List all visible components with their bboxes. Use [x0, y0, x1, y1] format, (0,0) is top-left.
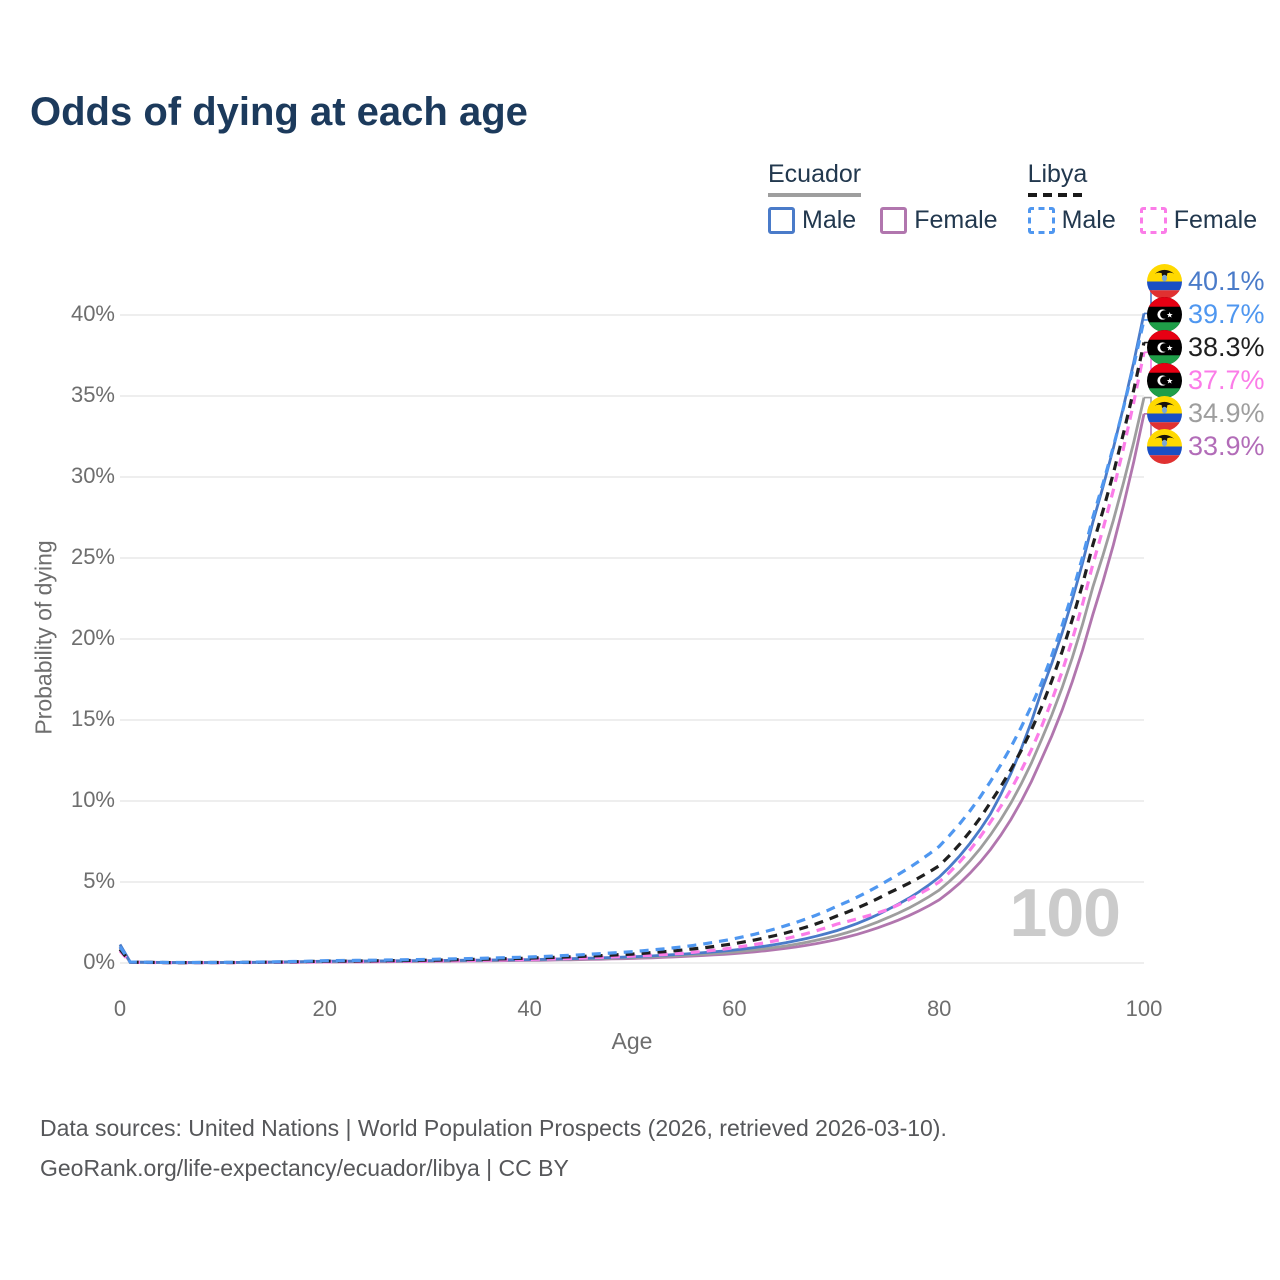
footer-attribution: GeoRank.org/life-expectancy/ecuador/liby… — [40, 1155, 569, 1181]
end-label-libya-female: 37.7% — [1147, 363, 1265, 398]
ecuador-flag-icon — [1147, 429, 1182, 464]
legend-item-label: Male — [802, 206, 857, 234]
y-tick-label: 40% — [70, 301, 115, 326]
legend-item-ecuador-male[interactable]: Male — [768, 206, 856, 235]
legend-items-row: Male Female — [1027, 206, 1258, 235]
y-tick-label: 15% — [70, 706, 115, 731]
legend-items-row: Male Female — [768, 206, 998, 235]
libya-flag-icon — [1147, 330, 1182, 365]
legend-swatch-icon — [1027, 207, 1055, 234]
ecuador-flag-icon — [1147, 396, 1182, 431]
y-tick-label: 10% — [70, 787, 115, 812]
x-tick-label: 20 — [312, 996, 338, 1021]
legend-swatch-icon — [1139, 207, 1167, 234]
series-line-libya-male — [118, 319, 1146, 965]
legend-country-label: Ecuador — [768, 160, 862, 188]
end-label-value: 39.7% — [1188, 299, 1265, 329]
x-tick-label: 0 — [113, 996, 127, 1021]
series-line-ecuador-male — [118, 313, 1146, 964]
x-tick-label: 40 — [517, 996, 542, 1021]
x-tick-label: 100 — [1125, 996, 1163, 1021]
series-line-libya-female — [118, 351, 1146, 965]
legend-country-label: Libya — [1027, 160, 1088, 188]
end-label-value: 38.3% — [1188, 332, 1265, 362]
end-label-ecuador-both: 34.9% — [1147, 396, 1265, 431]
footer: Data sources: United Nations | World Pop… — [40, 1108, 947, 1188]
legend-group-ecuador: Ecuador Male Female — [768, 160, 998, 235]
x-tick-label: 60 — [722, 996, 747, 1021]
legend-item-label: Female — [914, 206, 998, 234]
y-tick-label: 35% — [70, 382, 115, 407]
legend-country-linestyle-sample — [768, 193, 862, 197]
libya-flag-icon — [1147, 363, 1182, 398]
hover-age-watermark: 100 — [1009, 875, 1121, 951]
end-label-value: 34.9% — [1188, 398, 1265, 428]
footer-data-sources: Data sources: United Nations | World Pop… — [40, 1115, 947, 1141]
libya-flag-icon — [1147, 297, 1182, 332]
legend-item-label: Male — [1061, 206, 1116, 234]
x-axis-title: Age — [611, 1028, 653, 1054]
legend-item-label: Female — [1173, 206, 1258, 234]
legend-item-ecuador-female[interactable]: Female — [880, 206, 998, 235]
y-tick-label: 20% — [70, 625, 115, 650]
legend-country-ecuador[interactable]: Ecuador — [768, 160, 862, 197]
legend-swatch-icon — [880, 207, 908, 234]
y-tick-label: 5% — [83, 868, 115, 893]
end-label-libya-male: 39.7% — [1147, 297, 1265, 332]
legend-item-libya-male[interactable]: Male — [1027, 206, 1116, 235]
series-line-libya-both — [118, 342, 1146, 965]
end-label-value: 33.9% — [1188, 431, 1265, 461]
legend-item-libya-female[interactable]: Female — [1139, 206, 1258, 235]
end-label-ecuador-male: 40.1% — [1147, 264, 1265, 299]
x-tick-label: 80 — [926, 996, 952, 1021]
end-label-ecuador-female: 33.9% — [1147, 429, 1265, 464]
y-tick-label: 0% — [83, 949, 115, 974]
legend: Ecuador Male Female Libya Male Female — [768, 160, 1257, 235]
end-label-value: 40.1% — [1188, 266, 1265, 296]
end-label-libya-both: 38.3% — [1147, 330, 1265, 365]
y-tick-label: 30% — [70, 463, 115, 488]
ecuador-flag-icon — [1147, 264, 1182, 299]
end-label-value: 37.7% — [1188, 365, 1265, 395]
legend-group-libya: Libya Male Female — [1027, 160, 1258, 235]
legend-country-linestyle-sample — [1027, 193, 1088, 197]
page-title: Odds of dying at each age — [30, 90, 528, 134]
legend-country-libya[interactable]: Libya — [1027, 160, 1088, 197]
legend-swatch-icon — [768, 207, 795, 234]
y-tick-label: 25% — [70, 544, 115, 569]
